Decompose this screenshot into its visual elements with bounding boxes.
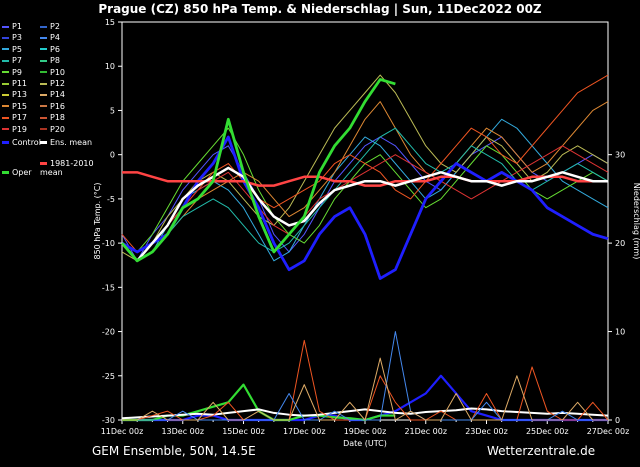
legend-item: P6 (40, 45, 60, 54)
legend-item: P17 (2, 113, 27, 122)
legend-item: Control (2, 138, 58, 147)
temp-line-p5 (121, 118, 609, 262)
precip-line-oper (122, 383, 396, 422)
legend-item: Oper (2, 168, 58, 177)
x-tick-label: 11Dec 00z (101, 427, 144, 436)
y2-tick-label: 30 (615, 151, 625, 160)
x-tick-label: 25Dec 00z (526, 427, 569, 436)
legend-item: P11 (2, 79, 27, 88)
legend-item: P15 (2, 102, 27, 111)
legend-item: P10 (40, 68, 65, 77)
y2-tick-label: 20 (615, 239, 625, 248)
legend-item: P13 (2, 90, 27, 99)
y2-axis-label: Niederschlag (mm) (632, 183, 640, 260)
legend-item: P12 (40, 79, 65, 88)
y-tick-label: 0 (110, 151, 115, 160)
x-tick-label: 19Dec 00z (344, 427, 387, 436)
precip-line-p14 (122, 357, 608, 421)
y-tick-label: -25 (102, 372, 115, 381)
legend-item: P19 (2, 125, 27, 134)
legend-item: 1981-2010 mean (40, 159, 94, 177)
y-tick-label: 10 (105, 62, 115, 71)
legend-item: P20 (40, 125, 65, 134)
legend-item: P8 (40, 56, 60, 65)
y-tick-label: -15 (102, 283, 115, 292)
chart-title: Prague (CZ) 850 hPa Temp. & Niederschlag… (98, 2, 542, 16)
temp-line-p17 (121, 74, 609, 253)
y-axis-label: 850 hPa Temp. (°C) (93, 182, 102, 259)
x-tick-label: 21Dec 00z (404, 427, 447, 436)
temp-line-control (121, 135, 609, 280)
legend-item: P2 (40, 22, 60, 31)
temp-line-p12 (121, 74, 609, 262)
y-tick-label: -20 (102, 328, 115, 337)
model-info: GEM Ensemble, 50N, 14.5E (92, 444, 256, 458)
legend-item: P7 (2, 56, 22, 65)
precip-line-p17 (122, 339, 609, 421)
temp-line-oper (120, 78, 396, 263)
x-tick-label: 13Dec 00z (161, 427, 204, 436)
site-credit: Wetterzentrale.de (487, 444, 596, 458)
legend-item: P4 (40, 33, 60, 42)
y-tick-label: -5 (107, 195, 115, 204)
y-tick-label: 5 (110, 106, 115, 115)
legend-item: P18 (40, 113, 65, 122)
temp-line-ens-mean (121, 166, 608, 263)
temp-line-p19 (121, 145, 609, 262)
y-tick-label: -30 (102, 416, 115, 425)
x-axis-label: Date (UTC) (343, 439, 387, 448)
legend-item: P5 (2, 45, 22, 54)
y2-tick-label: 0 (615, 416, 620, 425)
legend-item: P3 (2, 33, 22, 42)
x-tick-label: 15Dec 00z (222, 427, 265, 436)
temp-line-1981-2010-mean (122, 171, 608, 187)
y2-tick-label: 10 (615, 328, 625, 337)
x-tick-label: 27Dec 00z (587, 427, 630, 436)
legend-item: P1 (2, 22, 22, 31)
y-tick-label: 15 (105, 18, 115, 27)
legend-item: Ens. mean (40, 138, 96, 147)
legend-item: P14 (40, 90, 65, 99)
legend-item: P16 (40, 102, 65, 111)
temp-line-p1 (121, 136, 609, 262)
x-tick-label: 17Dec 00z (283, 427, 326, 436)
legend-item: P9 (2, 68, 22, 77)
plot-frame (121, 21, 609, 421)
y-tick-label: -10 (102, 239, 115, 248)
x-tick-label: 23Dec 00z (465, 427, 508, 436)
